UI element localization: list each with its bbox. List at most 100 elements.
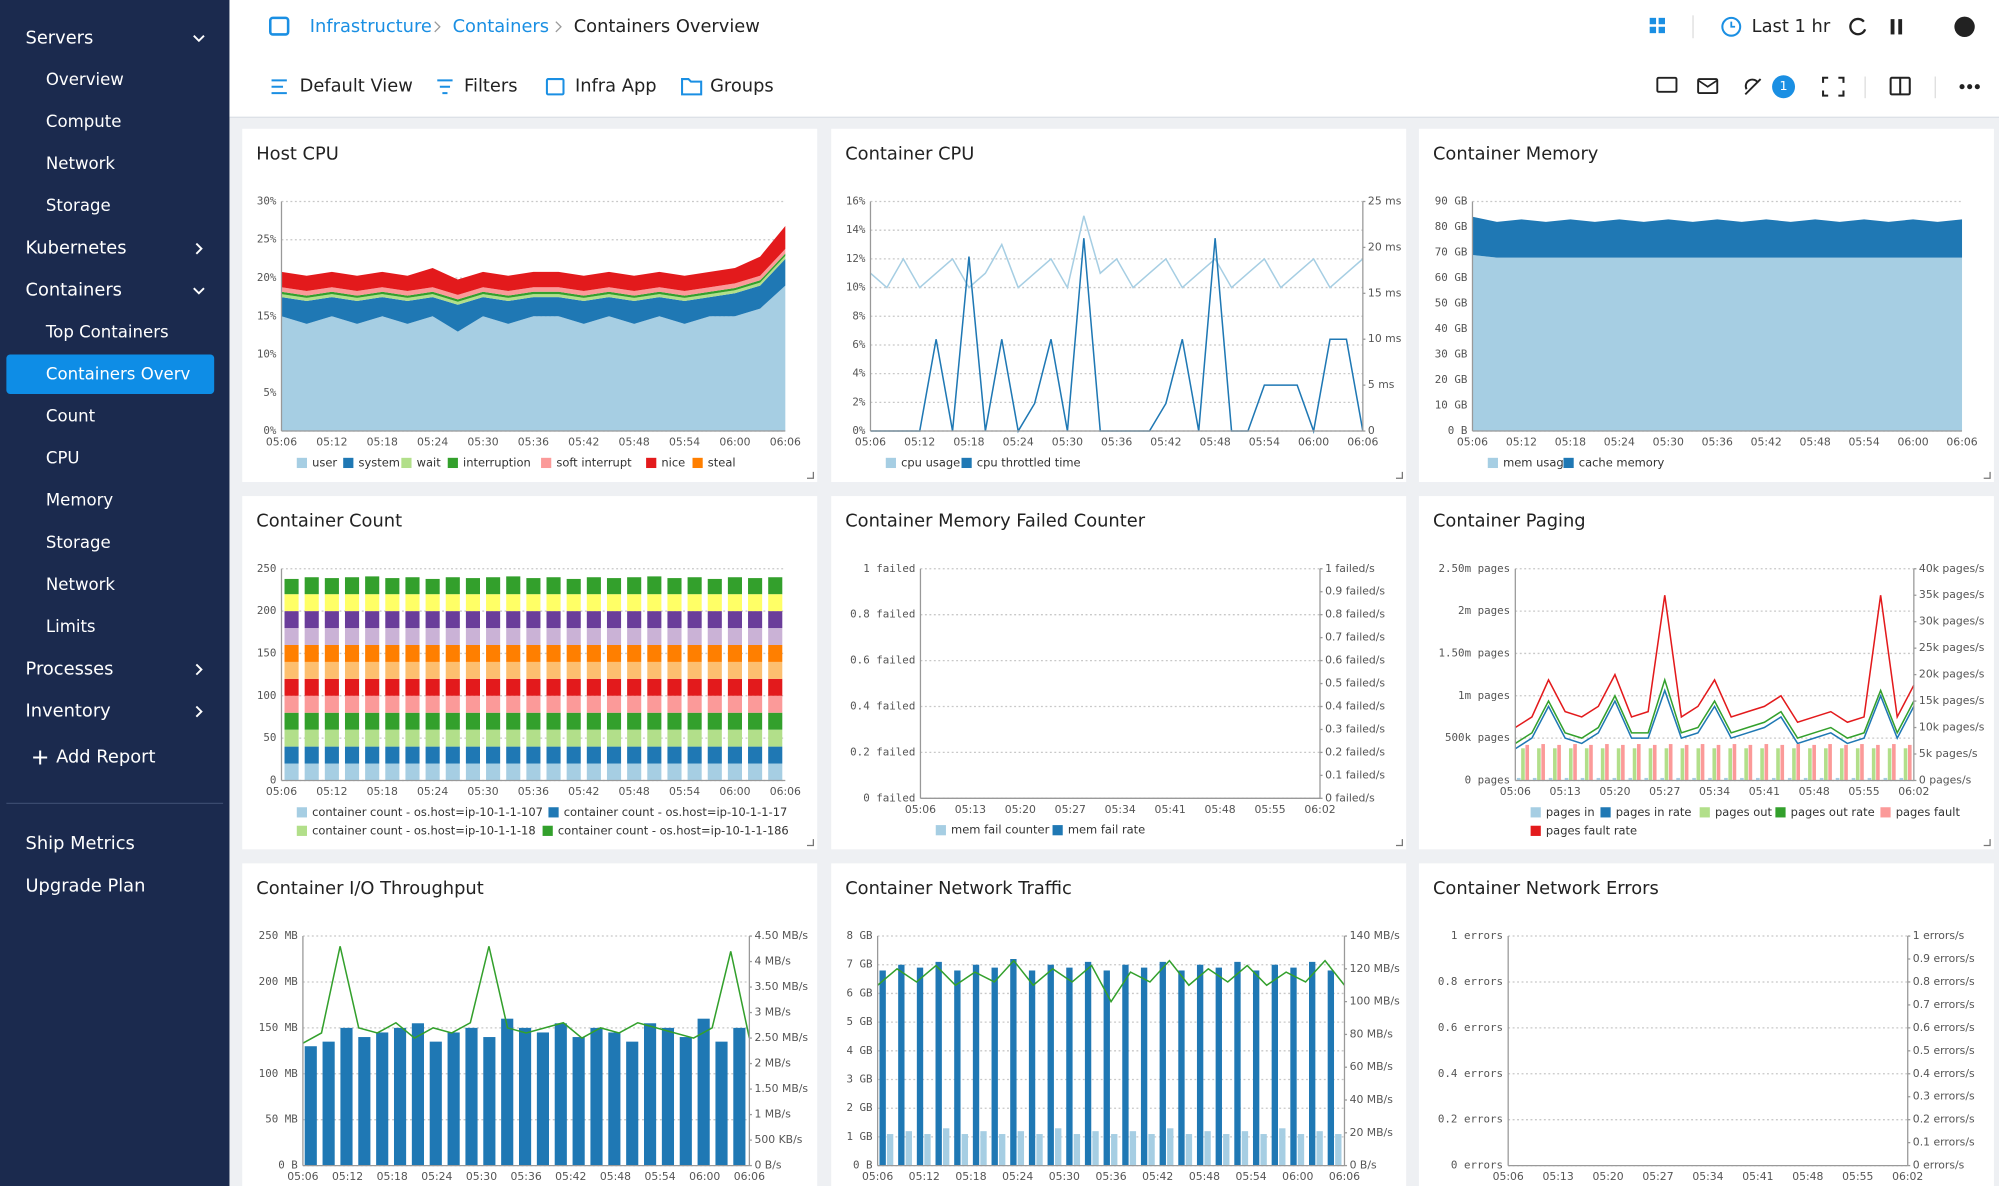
nav-item[interactable]: Memory xyxy=(46,491,114,510)
breadcrumb-link[interactable]: Containers xyxy=(453,16,549,37)
bar-segment xyxy=(486,644,501,662)
bar xyxy=(1103,970,1110,1166)
bar-segment xyxy=(445,594,460,612)
dashboard-icon[interactable] xyxy=(1649,17,1665,34)
pause-icon[interactable] xyxy=(1890,19,1895,35)
nav-item[interactable]: Processes xyxy=(25,659,113,680)
help-icon[interactable] xyxy=(1954,16,1975,37)
x-tick-label: 05:20 xyxy=(1599,785,1630,798)
nav-footer[interactable]: Ship Metrics xyxy=(25,833,134,854)
alert-badge[interactable] xyxy=(1772,75,1796,99)
bar xyxy=(1541,744,1545,781)
nav-item[interactable]: Top Containers xyxy=(45,322,169,341)
nav-item[interactable]: Network xyxy=(46,154,116,173)
nav-item[interactable]: Network xyxy=(46,575,116,594)
clock-hands xyxy=(1730,21,1736,28)
separator xyxy=(434,21,441,33)
bar xyxy=(1867,777,1872,781)
bar xyxy=(1876,744,1880,781)
y2-tick-label: 80 MB/s xyxy=(1350,1027,1394,1040)
bar-segment xyxy=(445,661,460,679)
bar xyxy=(1073,1134,1081,1166)
y-tick-label: 30 GB xyxy=(1435,348,1468,361)
legend-label: mem fail counter xyxy=(951,823,1050,837)
time-range[interactable]: Last 1 hr xyxy=(1752,16,1831,37)
bar-segment xyxy=(647,695,662,713)
bar xyxy=(1803,777,1808,781)
nav-item[interactable]: Containers xyxy=(25,280,121,301)
bar-segment xyxy=(627,577,642,595)
bar-segment xyxy=(748,661,763,679)
nav-item[interactable]: Limits xyxy=(46,617,96,636)
legend-swatch xyxy=(296,457,307,469)
mail-icon[interactable] xyxy=(1697,78,1719,95)
nav-item[interactable]: Kubernetes xyxy=(25,238,126,259)
nav-chevron xyxy=(193,287,205,295)
x-tick-label: 06:00 xyxy=(1897,436,1928,449)
nav-item[interactable]: Containers Overview xyxy=(46,364,219,383)
y-tick-label: 2.50m pages xyxy=(1439,562,1511,575)
nav-item[interactable]: Storage xyxy=(46,533,111,552)
bar xyxy=(1223,1134,1230,1166)
bar-segment xyxy=(566,661,581,679)
bar-segment xyxy=(405,746,420,764)
add-icon xyxy=(33,750,48,765)
x-tick-label: 05:42 xyxy=(568,785,599,798)
y2-tick-label: 0 errors/s xyxy=(1913,1159,1965,1172)
bar-segment xyxy=(506,644,521,662)
toolbar-item[interactable]: Default View xyxy=(300,76,413,97)
toolbar-item[interactable]: Infra App xyxy=(575,76,657,97)
tv-icon[interactable] xyxy=(1656,76,1678,93)
refresh-icon[interactable] xyxy=(1849,17,1867,36)
nav-item[interactable]: CPU xyxy=(46,449,80,468)
x-tick-label: 05:48 xyxy=(1792,1170,1823,1183)
y2-tick-label: 100 MB/s xyxy=(1350,995,1401,1008)
bar-segment xyxy=(566,695,581,713)
pause-icon[interactable] xyxy=(1898,19,1903,35)
y2-tick-label: 3.50 MB/s xyxy=(754,980,808,993)
nav-item[interactable]: Inventory xyxy=(25,701,111,722)
y2-tick-label: 0.4 errors/s xyxy=(1913,1067,1975,1080)
x-tick-label: 05:34 xyxy=(1692,1170,1723,1183)
x-tick-label: 05:54 xyxy=(669,436,700,449)
bar xyxy=(1215,967,1222,1166)
bar-segment xyxy=(768,678,783,696)
bar-segment xyxy=(526,628,541,645)
y2-tick-label: 1 MB/s xyxy=(754,1108,791,1121)
y-tick-label: 8% xyxy=(852,309,866,322)
bar-segment xyxy=(365,644,380,662)
bar xyxy=(1308,961,1316,1166)
breadcrumb-link[interactable]: Infrastructure xyxy=(310,16,432,37)
nav-item[interactable]: Servers xyxy=(25,27,93,48)
bar-segment xyxy=(425,578,440,595)
y2-tick-label: 60 MB/s xyxy=(1350,1060,1394,1073)
nav-item[interactable]: Overview xyxy=(46,70,124,89)
bar-segment xyxy=(385,746,400,764)
nav-footer[interactable]: Upgrade Plan xyxy=(25,875,145,896)
more-icon[interactable] xyxy=(1959,84,1980,90)
add-report[interactable]: Add Report xyxy=(56,747,155,768)
bar xyxy=(1680,748,1685,781)
bar-segment xyxy=(344,746,360,764)
bar-segment xyxy=(667,578,682,595)
fullscreen-icon[interactable] xyxy=(1822,76,1845,97)
nav-item[interactable]: Storage xyxy=(46,196,111,215)
toolbar-item[interactable]: Groups xyxy=(710,76,774,97)
y-tick-label: 150 MB xyxy=(259,1021,299,1034)
nav-item[interactable]: Compute xyxy=(46,112,122,131)
y-tick-label: 10% xyxy=(257,348,277,361)
bar-segment xyxy=(647,712,662,730)
panel-title: Container Paging xyxy=(1433,511,1586,532)
bar-segment xyxy=(707,729,722,747)
bar xyxy=(1055,1128,1062,1166)
bar-segment xyxy=(385,611,400,629)
bar-segment xyxy=(526,611,541,629)
alert-icon[interactable] xyxy=(1744,78,1762,96)
bar xyxy=(1812,744,1816,781)
nav-item[interactable]: Count xyxy=(46,407,96,426)
toolbar-item[interactable]: Filters xyxy=(464,76,517,97)
bar-segment xyxy=(647,576,662,595)
bar xyxy=(1017,1131,1025,1166)
legend-swatch xyxy=(548,807,559,818)
bar xyxy=(1600,748,1605,781)
